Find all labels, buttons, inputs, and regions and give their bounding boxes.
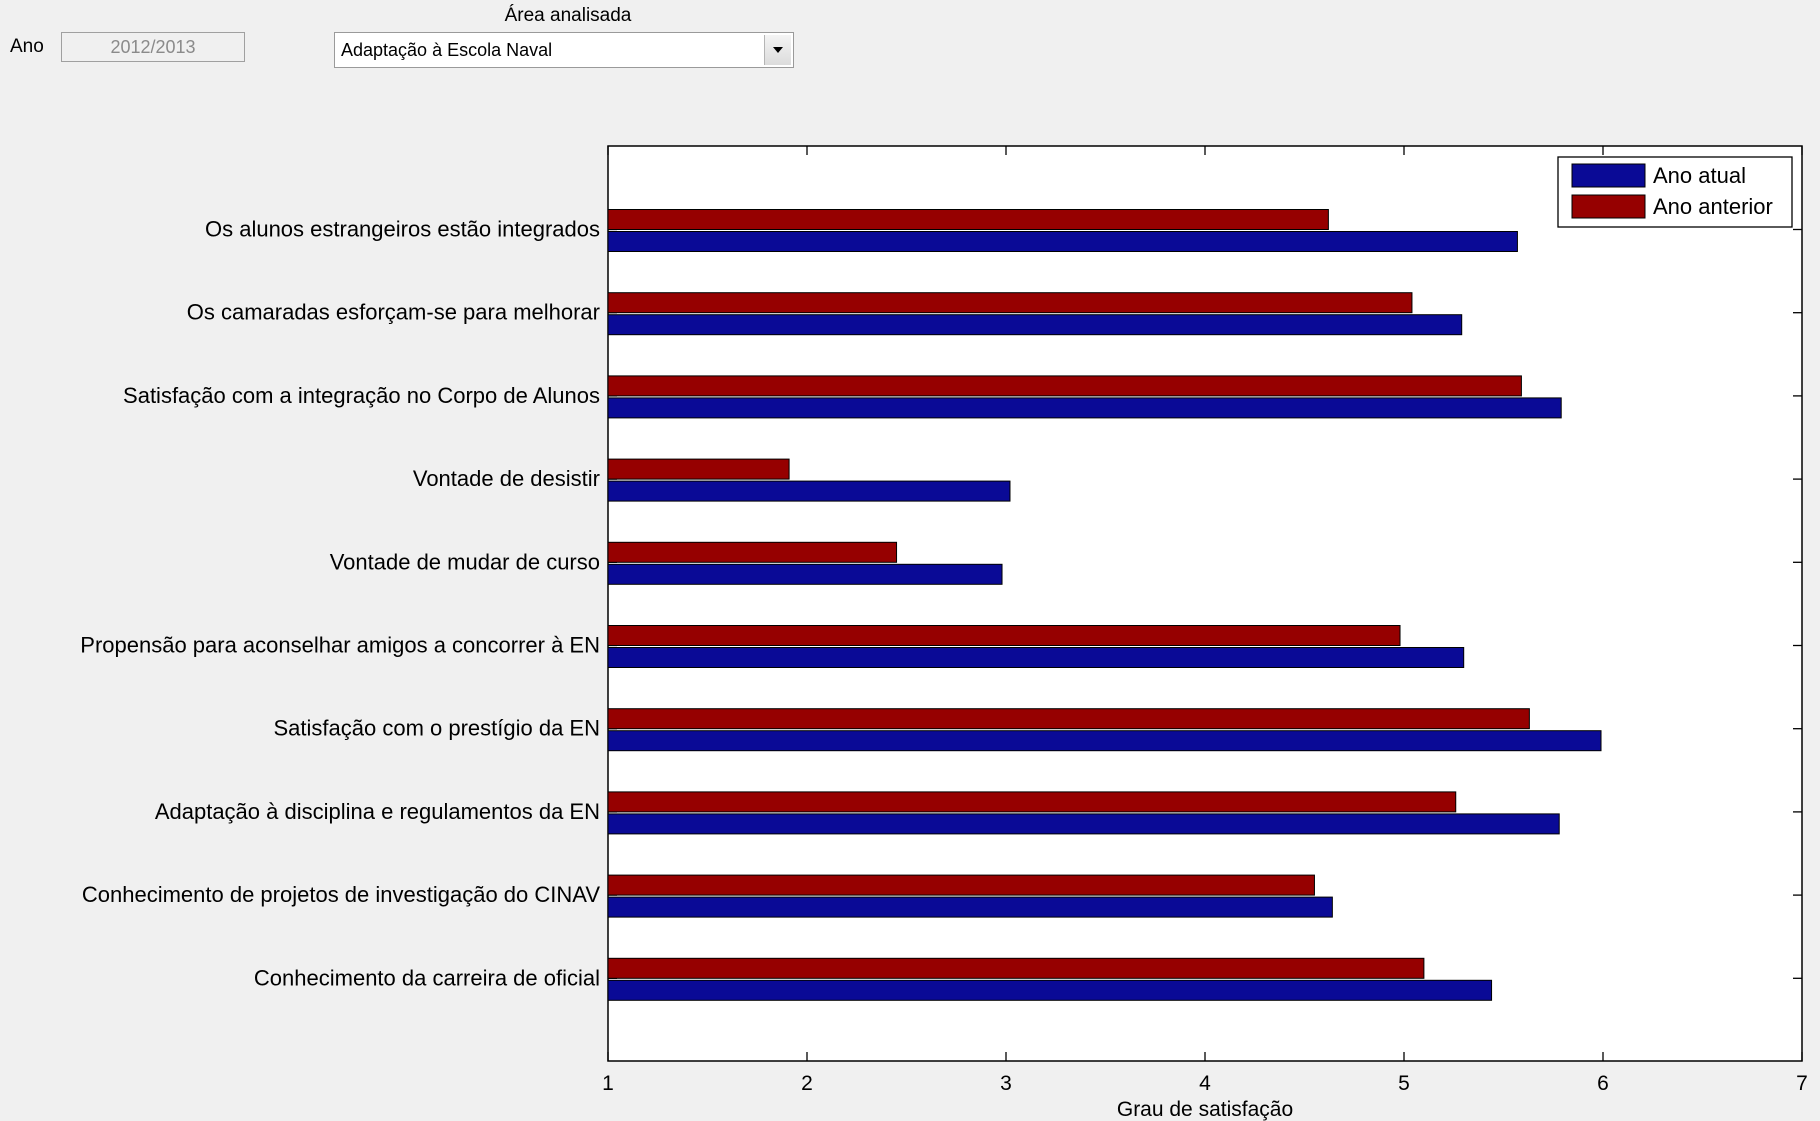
x-axis-label: Grau de satisfação (1117, 1098, 1293, 1121)
x-tick-label: 2 (801, 1072, 813, 1095)
legend-label: Ano atual (1653, 163, 1746, 188)
year-label: Ano (10, 36, 44, 57)
bar-ano-atual (607, 896, 1333, 918)
y-category-label: Satisfação com a integração no Corpo de … (123, 383, 600, 408)
bar-ano-anterior (607, 625, 1401, 646)
y-category-label: Satisfação com o prestígio da EN (274, 716, 601, 741)
y-category-label: Os camaradas esforçam-se para melhorar (187, 300, 600, 325)
bar-ano-atual (607, 730, 1602, 752)
bar-ano-anterior (607, 874, 1315, 896)
y-category-label: Conhecimento da carreira de oficial (254, 965, 600, 990)
bar-ano-atual (607, 647, 1465, 668)
y-category-label: Conhecimento de projetos de investigação… (82, 882, 600, 907)
bar-ano-atual (607, 231, 1518, 252)
legend-label: Ano anterior (1653, 194, 1773, 219)
x-tick-label: 1 (602, 1072, 614, 1095)
y-category-label: Propensão para aconselhar amigos a conco… (80, 633, 600, 658)
bar-ano-atual (607, 480, 1011, 502)
bar-ano-anterior (607, 292, 1413, 314)
bar-ano-atual (607, 397, 1562, 419)
bar-ano-atual (607, 813, 1560, 835)
x-tick-label: 5 (1398, 1072, 1410, 1095)
y-category-label: Vontade de mudar de curso (330, 549, 600, 574)
bar-ano-atual (607, 979, 1493, 1001)
x-tick-label: 4 (1199, 1072, 1211, 1095)
bar-ano-anterior (607, 708, 1530, 730)
bar-ano-anterior (607, 957, 1425, 979)
legend-swatch (1571, 163, 1646, 188)
chevron-down-icon[interactable] (764, 35, 791, 65)
area-label: Área analisada (504, 5, 632, 26)
x-tick-label: 6 (1597, 1072, 1609, 1095)
area-select[interactable]: Adaptação à Escola Naval (334, 32, 794, 68)
bar-ano-anterior (607, 458, 790, 480)
bar-ano-anterior (607, 209, 1329, 230)
legend-swatch (1571, 194, 1646, 219)
bar-ano-anterior (607, 541, 898, 563)
y-category-label: Adaptação à disciplina e regulamentos da… (155, 799, 600, 824)
bar-ano-anterior (607, 375, 1522, 397)
x-tick-label: 3 (1000, 1072, 1012, 1095)
area-select-value: Adaptação à Escola Naval (341, 40, 553, 60)
year-field[interactable]: 2012/2013 (61, 32, 245, 62)
y-category-label: Vontade de desistir (413, 466, 600, 491)
bar-ano-atual (607, 314, 1463, 336)
bar-ano-atual (607, 563, 1003, 585)
plot-area (607, 145, 1803, 1062)
x-tick-label: 7 (1796, 1072, 1808, 1095)
y-category-label: Os alunos estrangeiros estão integrados (205, 217, 600, 242)
bar-ano-anterior (607, 791, 1457, 813)
